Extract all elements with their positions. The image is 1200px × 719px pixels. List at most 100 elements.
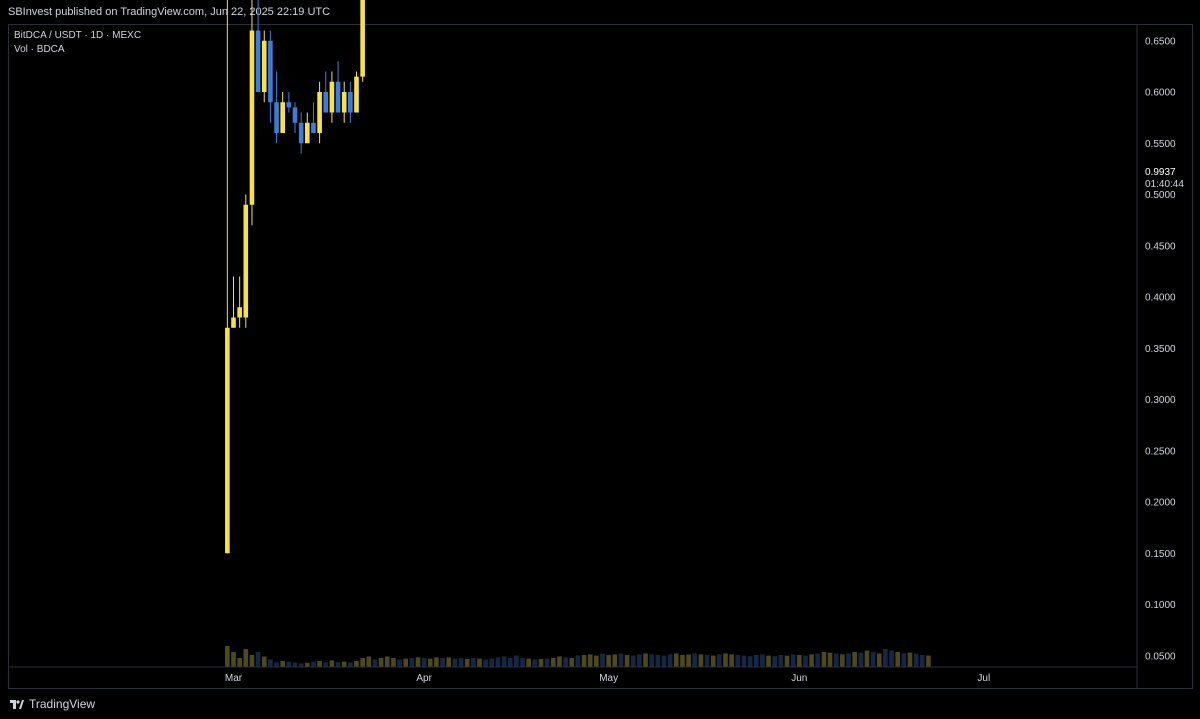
candle-body [360, 0, 365, 77]
price-tick-label: 0.3000 [1145, 395, 1176, 406]
volume-bar [883, 649, 888, 667]
volume-bar [544, 658, 550, 667]
candle-body [261, 40, 267, 92]
candle[interactable] [305, 112, 310, 144]
candle-body [268, 40, 273, 103]
candle[interactable] [237, 276, 242, 328]
volume-bar [637, 654, 642, 667]
symbol-legend[interactable]: BitDCA / USDT · 1D · MEXC [14, 30, 142, 41]
volume-bar [747, 656, 753, 667]
volume-bar [268, 659, 273, 667]
candle[interactable] [255, 0, 261, 92]
candle[interactable] [280, 92, 285, 133]
candle[interactable] [249, 0, 255, 226]
candle-body [292, 107, 298, 123]
volume-bar [649, 654, 654, 667]
volume-bar [286, 661, 292, 667]
volume-bar [311, 661, 316, 667]
volume-bar [489, 658, 495, 667]
volume-bar [298, 663, 304, 667]
candle[interactable] [243, 194, 249, 328]
volume-bar [397, 659, 402, 667]
volume-bar [618, 653, 624, 667]
volume-bar [292, 662, 298, 667]
price-tick-label: 0.2500 [1145, 446, 1176, 457]
volume-bar [495, 657, 501, 667]
volume-bar [557, 656, 562, 667]
volume-bar [840, 654, 845, 667]
volume-bar [630, 655, 636, 667]
volume-bar [243, 649, 249, 667]
volume-bar [778, 655, 784, 667]
volume-bar [766, 655, 771, 667]
volume-bar [354, 661, 359, 667]
volume-bar [569, 658, 575, 667]
volume-bar [280, 661, 285, 667]
volume-bar [926, 655, 931, 667]
candle-body [341, 92, 347, 113]
price-tick-label: 0.4000 [1145, 293, 1176, 304]
volume-bar [464, 658, 470, 667]
candle[interactable] [335, 61, 341, 113]
volume-bar [803, 655, 808, 667]
volume-bar [378, 658, 384, 667]
volume-bar [348, 662, 353, 667]
volume-bar [514, 655, 519, 667]
volume-bar [323, 662, 329, 667]
volume-bar [772, 656, 777, 667]
volume-bar [249, 655, 255, 667]
volume-bar [237, 658, 242, 667]
time-tick-label: Jun [791, 673, 807, 684]
footer: TradingView [0, 689, 1200, 719]
volume-bar [827, 652, 833, 667]
candle[interactable] [261, 30, 267, 103]
price-tick-label: 0.5000 [1145, 190, 1176, 201]
tradingview-logo-icon [10, 700, 24, 709]
volume-bar [643, 653, 648, 667]
candle[interactable] [329, 71, 335, 123]
volume-bar [717, 654, 722, 667]
publish-bar: SBInvest published on TradingView.com, J… [0, 0, 1200, 24]
volume-bar [864, 650, 870, 667]
candle[interactable] [323, 71, 329, 113]
time-tick-label: Mar [225, 673, 243, 684]
volume-bar [723, 653, 728, 667]
candle-body [243, 204, 249, 318]
candle[interactable] [348, 81, 353, 123]
candle[interactable] [317, 81, 322, 144]
volume-bar [360, 658, 365, 667]
volume-bar [335, 662, 341, 667]
candle[interactable] [360, 0, 365, 82]
candle[interactable] [298, 112, 304, 154]
volume-bar [741, 655, 747, 667]
candle[interactable] [341, 81, 347, 123]
volume-bar [901, 653, 907, 667]
candle[interactable] [292, 102, 298, 133]
candle[interactable] [225, 0, 230, 554]
brand-label: TradingView [29, 697, 96, 711]
volume-bar [667, 654, 673, 667]
candle[interactable] [268, 30, 273, 123]
volume-bar [852, 652, 857, 667]
volume-bar [384, 656, 390, 667]
time-tick-label: Apr [416, 673, 432, 684]
volume-bar [532, 659, 538, 667]
volume-bar [526, 658, 531, 667]
candle[interactable] [274, 71, 279, 144]
volume-bar [833, 653, 839, 667]
candle[interactable] [231, 276, 236, 328]
volume-bar [606, 655, 611, 667]
price-tick-label: 0.2000 [1145, 498, 1176, 509]
candle[interactable] [286, 92, 292, 113]
tradingview-brand[interactable]: TradingView [10, 697, 95, 711]
candle[interactable] [354, 71, 359, 113]
volume-bar [458, 658, 464, 667]
volume-bar [581, 655, 587, 667]
volume-bar [889, 650, 894, 667]
candle-body [335, 81, 341, 113]
volume-bar [895, 652, 900, 667]
volume-legend[interactable]: Vol · BDCA [14, 44, 65, 55]
candle[interactable] [311, 102, 316, 133]
volume-bar [698, 654, 704, 667]
